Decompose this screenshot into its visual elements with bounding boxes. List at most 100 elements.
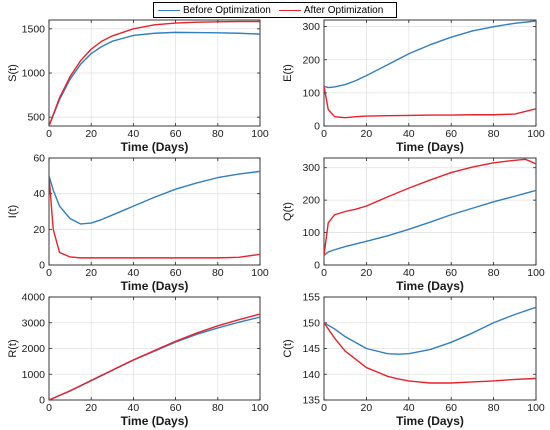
y-tick-label: 60 (33, 153, 45, 165)
legend-swatch-after (278, 9, 301, 11)
x-tick-label: 100 (527, 267, 545, 279)
x-tick-label: 80 (212, 402, 224, 414)
legend-label-before: Before Optimization (183, 4, 271, 16)
y-tick-label: 2000 (22, 343, 46, 355)
y-tick-label: 135 (302, 395, 320, 407)
x-tick-label: 80 (488, 267, 500, 279)
x-tick-label: 80 (488, 402, 500, 414)
x-axis-label: Time (Days) (121, 140, 189, 154)
y-tick-label: 155 (302, 292, 320, 304)
series-line-before (49, 31, 260, 126)
y-tick-label: 200 (302, 54, 320, 66)
x-tick-label: 100 (527, 402, 545, 414)
y-axis-label: C(t) (282, 339, 294, 357)
x-tick-label: 100 (251, 128, 269, 140)
series-line-after (49, 175, 260, 259)
x-tick-label: 40 (128, 267, 140, 279)
y-tick-label: 100 (302, 227, 320, 239)
y-tick-label: 1000 (22, 369, 46, 381)
x-tick-label: 0 (321, 267, 327, 279)
x-tick-label: 0 (46, 402, 52, 414)
x-tick-label: 80 (212, 267, 224, 279)
legend-entry-before: Before Optimization (158, 5, 271, 16)
x-tick-label: 80 (488, 128, 500, 140)
x-axis-label: Time (Days) (396, 279, 464, 293)
x-tick-label: 60 (170, 402, 182, 414)
x-tick-label: 100 (527, 128, 545, 140)
y-tick-label: 500 (27, 112, 45, 124)
x-axis-label: Time (Days) (121, 279, 189, 293)
series-line-after (324, 322, 536, 384)
y-axis-label: Q(t) (282, 202, 294, 221)
series-line-after (324, 158, 536, 256)
y-axis-label: E(t) (282, 64, 294, 82)
y-tick-label: 300 (302, 21, 320, 33)
chart-panel-6: 0 20 40 60 80 100 135 140 145 150 155 Time (Days) C(… (282, 292, 545, 429)
y-tick-label: 300 (302, 162, 320, 174)
x-tick-label: 0 (46, 128, 52, 140)
x-tick-label: 60 (445, 402, 457, 414)
y-tick-label: 140 (302, 369, 320, 381)
y-axis-label: R(t) (7, 339, 19, 357)
y-tick-label: 1000 (22, 68, 46, 80)
x-tick-label: 60 (170, 267, 182, 279)
legend: Before Optimization After Optimization (153, 2, 397, 18)
x-tick-label: 40 (128, 128, 140, 140)
y-tick-label: 1500 (22, 23, 46, 35)
x-tick-label: 0 (46, 267, 52, 279)
x-tick-label: 40 (128, 402, 140, 414)
series-line-after (324, 86, 536, 119)
x-axis-label: Time (Days) (396, 140, 464, 154)
x-tick-label: 100 (251, 402, 269, 414)
y-tick-label: 145 (302, 343, 320, 355)
x-axis-label: Time (Days) (396, 414, 464, 428)
y-tick-label: 100 (302, 87, 320, 99)
series-line-before (324, 306, 536, 355)
x-axis-label: Time (Days) (121, 414, 189, 428)
x-tick-label: 20 (85, 128, 97, 140)
x-tick-label: 20 (85, 402, 97, 414)
plot-frame (323, 19, 537, 127)
y-tick-label: 0 (314, 121, 320, 133)
legend-entry-after: After Optimization (278, 4, 384, 16)
x-tick-label: 40 (403, 402, 415, 414)
y-tick-label: 0 (39, 395, 45, 407)
legend-swatch-before (158, 9, 180, 11)
x-tick-label: 40 (403, 128, 415, 140)
plot-frame (323, 157, 537, 266)
series-line-before (49, 316, 260, 400)
series-line-before (324, 20, 536, 89)
x-tick-label: 20 (361, 267, 373, 279)
y-tick-label: 200 (302, 195, 320, 207)
chart-panel-1: 0 20 40 60 80 100 500 1000 1500 Time (Days) S(t) (7, 19, 269, 154)
x-tick-label: 20 (85, 267, 97, 279)
y-tick-label: 150 (302, 317, 320, 329)
y-axis-label: I(t) (7, 205, 19, 218)
y-tick-label: 0 (314, 260, 320, 272)
series-line-after (49, 20, 260, 126)
chart-panel-2: 0 20 40 60 80 100 0 100 200 300 Time (Days) E(t) (282, 19, 545, 154)
x-tick-label: 100 (251, 267, 269, 279)
series-line-before (324, 189, 536, 256)
x-tick-label: 0 (321, 402, 327, 414)
plot-frame (48, 157, 261, 266)
x-tick-label: 60 (445, 128, 457, 140)
x-tick-label: 0 (321, 128, 327, 140)
x-tick-label: 60 (170, 128, 182, 140)
y-tick-label: 20 (33, 224, 45, 236)
y-axis-label: S(t) (7, 64, 19, 82)
x-tick-label: 20 (361, 402, 373, 414)
legend-label-after: After Optimization (303, 4, 384, 16)
series-line-after (49, 313, 260, 400)
y-tick-label: 40 (33, 188, 45, 200)
x-tick-label: 40 (403, 267, 415, 279)
chart-panel-4: 0 20 40 60 80 100 0 100 200 300 Time (Days) Q(t) (282, 157, 545, 293)
x-tick-label: 60 (445, 267, 457, 279)
y-tick-label: 4000 (22, 292, 46, 304)
x-tick-label: 20 (361, 128, 373, 140)
x-tick-label: 80 (212, 128, 224, 140)
y-tick-label: 0 (39, 260, 45, 272)
